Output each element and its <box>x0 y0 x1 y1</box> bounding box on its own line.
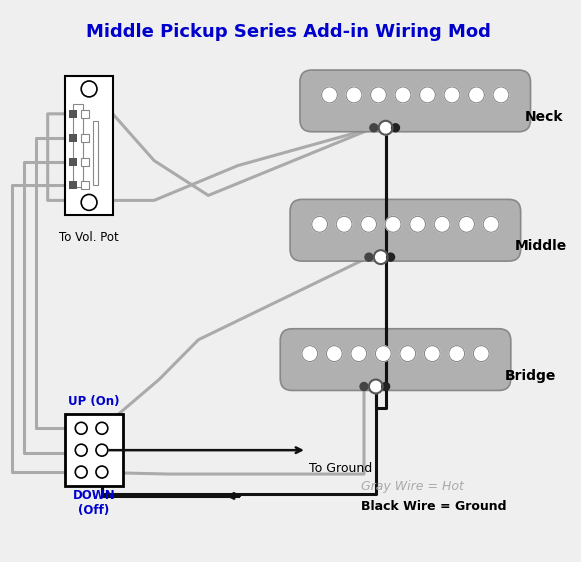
Text: UP (On): UP (On) <box>68 396 120 409</box>
Circle shape <box>449 346 465 361</box>
Bar <box>69 182 77 189</box>
Circle shape <box>410 216 425 232</box>
Bar <box>73 104 83 188</box>
Circle shape <box>346 87 362 103</box>
Text: To Vol. Pot: To Vol. Pot <box>59 231 119 244</box>
Circle shape <box>312 216 328 232</box>
Circle shape <box>444 87 460 103</box>
Circle shape <box>371 87 386 103</box>
Circle shape <box>96 444 108 456</box>
Text: Bridge: Bridge <box>505 369 556 383</box>
Circle shape <box>382 383 390 391</box>
Circle shape <box>365 253 373 261</box>
Circle shape <box>395 87 411 103</box>
Text: Middle Pickup Series Add-in Wiring Mod: Middle Pickup Series Add-in Wiring Mod <box>85 23 490 41</box>
FancyBboxPatch shape <box>290 200 521 261</box>
Circle shape <box>302 346 318 361</box>
Circle shape <box>76 422 87 434</box>
Circle shape <box>424 346 440 361</box>
Circle shape <box>386 253 394 261</box>
Circle shape <box>96 466 108 478</box>
Circle shape <box>96 422 108 434</box>
Circle shape <box>483 216 499 232</box>
Circle shape <box>400 346 415 361</box>
Bar <box>69 134 77 142</box>
Bar <box>93 121 98 185</box>
Bar <box>69 157 77 166</box>
Circle shape <box>379 121 393 135</box>
Circle shape <box>361 216 376 232</box>
FancyBboxPatch shape <box>280 329 511 391</box>
Circle shape <box>385 216 401 232</box>
Text: To Ground: To Ground <box>309 462 372 475</box>
Text: Neck: Neck <box>525 110 563 124</box>
Circle shape <box>493 87 509 103</box>
Circle shape <box>76 444 87 456</box>
Bar <box>66 76 113 215</box>
Circle shape <box>369 379 383 393</box>
Bar <box>81 110 89 118</box>
Circle shape <box>419 87 435 103</box>
Circle shape <box>374 250 388 264</box>
Circle shape <box>81 194 97 210</box>
Bar <box>81 134 89 142</box>
Circle shape <box>327 346 342 361</box>
Bar <box>69 110 77 118</box>
Bar <box>81 157 89 166</box>
Circle shape <box>81 81 97 97</box>
Circle shape <box>392 124 400 132</box>
Circle shape <box>468 87 485 103</box>
Circle shape <box>375 346 391 361</box>
Circle shape <box>76 466 87 478</box>
Bar <box>66 414 123 486</box>
Bar <box>81 182 89 189</box>
Circle shape <box>351 346 367 361</box>
Circle shape <box>336 216 352 232</box>
FancyBboxPatch shape <box>300 70 530 132</box>
Circle shape <box>360 383 368 391</box>
Circle shape <box>459 216 475 232</box>
Text: Middle: Middle <box>515 239 567 253</box>
Circle shape <box>370 124 378 132</box>
Text: Black Wire = Ground: Black Wire = Ground <box>361 500 507 513</box>
Text: DOWN
(Off): DOWN (Off) <box>73 489 116 517</box>
Circle shape <box>434 216 450 232</box>
Text: Gray Wire = Hot: Gray Wire = Hot <box>361 481 464 493</box>
Circle shape <box>322 87 338 103</box>
Circle shape <box>474 346 489 361</box>
